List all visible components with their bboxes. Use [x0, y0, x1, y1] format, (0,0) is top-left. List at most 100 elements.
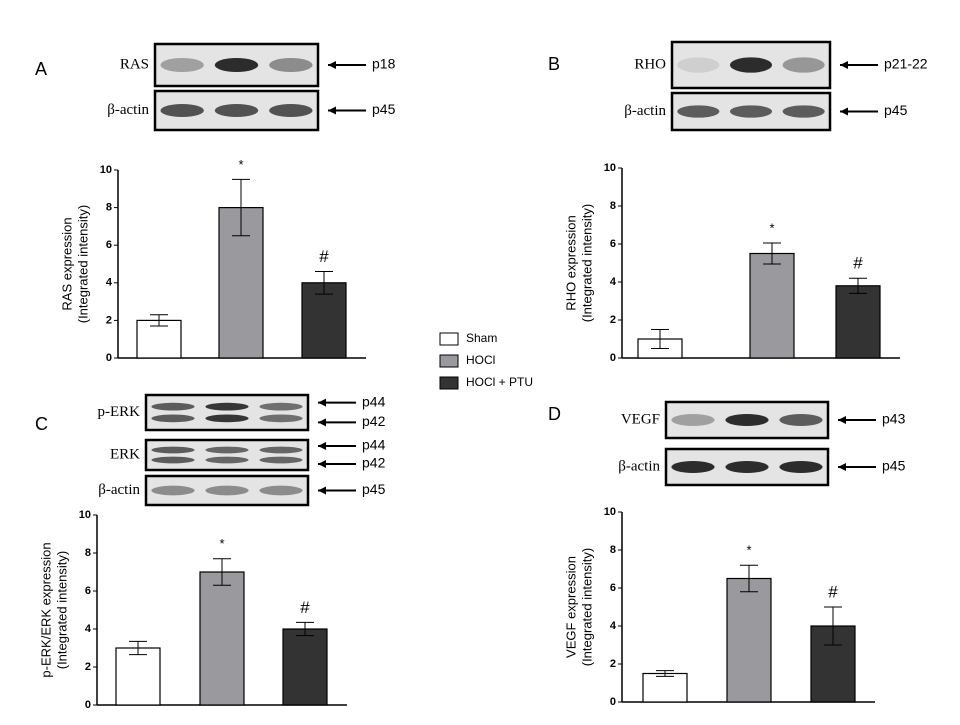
blot-band	[269, 104, 313, 117]
blot-band	[259, 456, 303, 464]
blot-band	[782, 105, 825, 118]
arrow-head	[318, 460, 326, 468]
blot-band	[151, 414, 195, 423]
blot-marker: p45	[882, 458, 906, 474]
blot-band	[782, 57, 825, 73]
error-bar	[315, 271, 333, 295]
y-tick-label: 2	[610, 658, 616, 670]
blot-box	[144, 393, 310, 432]
arrow-head	[838, 463, 846, 471]
arrow-head	[318, 398, 326, 407]
arrow-head	[328, 106, 336, 115]
blot-band	[259, 446, 303, 454]
blot-band	[214, 104, 259, 117]
significance-marker: #	[853, 254, 863, 273]
y-tick-label: 6	[85, 585, 91, 597]
y-tick-label: 6	[610, 238, 616, 250]
bar	[642, 672, 688, 703]
blot-marker: p42	[362, 413, 386, 429]
blot-band	[725, 461, 769, 473]
y-tick-label: 0	[610, 696, 616, 708]
blot-band	[779, 461, 823, 473]
blot-marker: p45	[372, 101, 396, 117]
significance-marker: *	[219, 536, 224, 551]
blot-band	[269, 58, 313, 72]
error-bar	[656, 670, 674, 677]
error-bar	[150, 314, 168, 327]
blot-band	[205, 456, 249, 464]
error-bar	[213, 558, 231, 586]
blot-band	[151, 485, 195, 496]
blot-marker: p42	[362, 455, 386, 471]
y-tick-label: 2	[610, 314, 616, 326]
significance-marker: *	[769, 220, 774, 235]
y-axis-label: VEGF expression	[563, 556, 578, 658]
blot-band	[151, 402, 195, 411]
blot-label: β-actin	[618, 458, 660, 474]
error-bar	[232, 178, 250, 237]
error-bar	[651, 329, 669, 349]
blot-band	[677, 105, 720, 118]
significance-marker: *	[238, 157, 243, 172]
y-axis-label: (Integrated intensity)	[579, 548, 594, 667]
error-bar	[296, 621, 314, 637]
legend-label: HOCl	[466, 353, 495, 367]
y-tick-label: 0	[610, 352, 616, 364]
y-axis-label: RHO expression	[563, 215, 578, 310]
significance-marker: #	[300, 598, 310, 617]
legend-swatch	[439, 376, 459, 390]
error-bar	[849, 277, 867, 294]
y-axis-label: (Integrated intensity)	[75, 205, 90, 324]
y-tick-label: 10	[100, 164, 112, 176]
arrow-head	[318, 418, 326, 427]
y-axis-label: (Integrated intensity)	[54, 551, 69, 670]
significance-marker: #	[828, 582, 838, 601]
blot-band	[214, 58, 259, 72]
blot-marker: p43	[882, 411, 906, 427]
blot-band	[725, 414, 769, 426]
blot-band	[259, 402, 303, 411]
y-tick-label: 8	[610, 544, 616, 556]
y-tick-label: 2	[106, 314, 112, 326]
y-tick-label: 8	[106, 202, 112, 214]
blot-label: p-ERK	[98, 404, 141, 420]
panel-label: B	[548, 54, 560, 74]
arrow-head	[328, 61, 336, 69]
bar	[749, 252, 795, 359]
arrow-head	[838, 416, 846, 424]
legend-swatch	[439, 354, 459, 368]
blot-band	[779, 414, 823, 426]
blot-band	[259, 414, 303, 423]
arrow-head	[318, 442, 326, 450]
blot-band	[729, 57, 773, 73]
blot-label: VEGF	[621, 411, 660, 427]
error-bar	[740, 564, 758, 593]
blot-label: β-actin	[98, 482, 140, 498]
y-tick-label: 4	[610, 620, 617, 632]
blot-label: β-actin	[624, 103, 666, 119]
blot-box	[144, 438, 310, 472]
blot-marker: p44	[362, 393, 386, 409]
y-tick-label: 0	[106, 352, 112, 364]
blot-band	[259, 485, 303, 496]
error-bar	[824, 606, 842, 646]
y-axis-label: RAS expression	[59, 217, 74, 310]
blot-marker: p18	[372, 56, 396, 72]
y-tick-label: 10	[79, 509, 91, 521]
bar	[301, 282, 347, 359]
error-bar	[763, 242, 781, 265]
legend-swatch	[439, 332, 459, 346]
blot-band	[205, 485, 249, 496]
bar	[136, 319, 182, 359]
arrow-head	[840, 107, 848, 116]
panel-label: A	[35, 59, 47, 79]
blot-band	[205, 414, 249, 423]
blot-label: β-actin	[107, 102, 149, 118]
panel-label: C	[35, 414, 48, 434]
y-tick-label: 6	[610, 582, 616, 594]
significance-marker: #	[319, 247, 329, 266]
bar	[199, 571, 245, 706]
blot-label: RAS	[120, 56, 149, 72]
arrow-head	[318, 486, 326, 495]
legend-label: HOCl + PTU	[466, 375, 533, 389]
